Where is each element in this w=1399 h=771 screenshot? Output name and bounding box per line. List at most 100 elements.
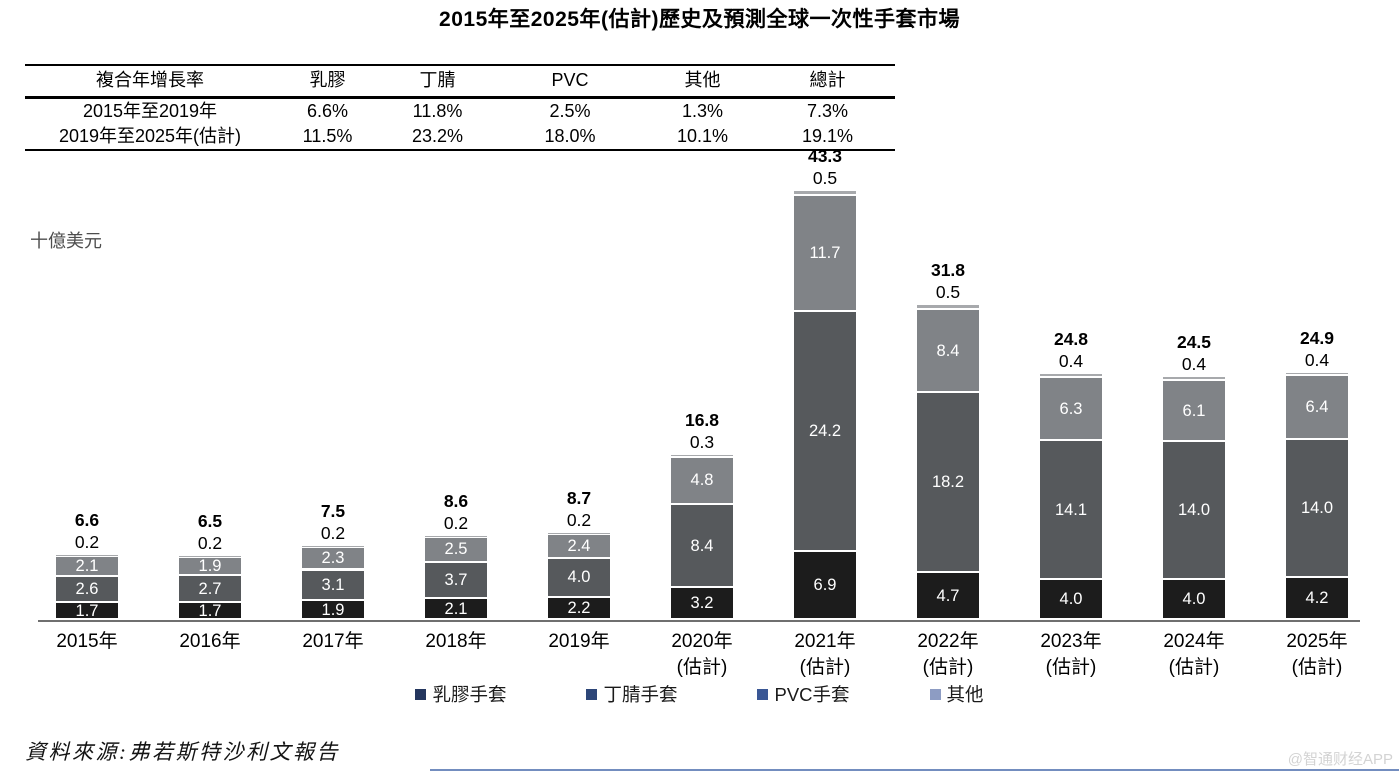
bar-segment-丁腈手套 xyxy=(302,570,364,600)
segment-value-label: 1.9 xyxy=(321,600,345,619)
bar-segment-PVC手套 xyxy=(425,537,487,561)
table-row: 2019年至2025年(估計) 11.5% 23.2% 18.0% 10.1% … xyxy=(25,124,895,149)
chart-legend: 乳膠手套 丁腈手套 PVC手套 其他 xyxy=(0,681,1399,707)
bar-segment-乳膠手套 xyxy=(1163,580,1225,618)
segment-value-label: 2.1 xyxy=(444,599,468,618)
segment-value-label: 8.4 xyxy=(690,536,714,555)
total-value-label: 31.8 xyxy=(930,260,966,281)
segment-value-label: 3.7 xyxy=(444,570,468,589)
bar-segment-丁腈手套 xyxy=(56,577,118,602)
segment-value-label: 6.1 xyxy=(1182,401,1206,420)
cagr-row2-latex: 11.5% xyxy=(302,126,353,146)
x-axis-line xyxy=(38,620,1360,622)
x-axis-category-label: 2016年 xyxy=(179,631,241,652)
bar-segment-其他 xyxy=(794,191,856,195)
segment-value-label: 6.4 xyxy=(1305,398,1329,417)
cagr-table: 複合年增長率 乳膠 丁腈 PVC 其他 總計 2015年至2019年 6.6% … xyxy=(25,64,895,151)
x-axis-category-label: 2023年 (估計) xyxy=(1040,631,1102,678)
bar-segment-丁腈手套 xyxy=(1163,441,1225,579)
legend-label: 其他 xyxy=(946,684,984,705)
x-axis-category-label: 2022年 (估計) xyxy=(917,631,979,678)
segment-value-label: 4.8 xyxy=(690,471,714,490)
bottom-divider xyxy=(430,769,1399,771)
total-value-label: 43.3 xyxy=(807,146,843,167)
bar-segment-丁腈手套 xyxy=(548,558,610,597)
cagr-table-header: 複合年增長率 乳膠 丁腈 PVC 其他 總計 xyxy=(25,66,895,99)
bar-segment-乳膠手套 xyxy=(671,588,733,618)
segment-value-label: 2.3 xyxy=(321,549,345,568)
bar-segment-PVC手套 xyxy=(671,457,733,504)
segment-value-label: 11.7 xyxy=(809,244,841,263)
bar-segment-PVC手套 xyxy=(56,556,118,576)
bar-segment-其他 xyxy=(1286,372,1348,375)
bar-segment-PVC手套 xyxy=(1040,378,1102,439)
cagr-row1-pvc: 2.5% xyxy=(549,101,591,121)
bar-segment-乳膠手套 xyxy=(548,598,610,618)
bar-segment-其他 xyxy=(548,532,610,534)
bar-segment-丁腈手套 xyxy=(425,562,487,598)
bar-segment-乳膠手套 xyxy=(56,603,118,618)
segment-value-label: 3.2 xyxy=(690,594,714,613)
segment-value-label: 2.4 xyxy=(567,536,591,555)
segment-value-label: 1.7 xyxy=(75,601,99,620)
bar-segment-PVC手套 xyxy=(302,547,364,569)
x-axis-category-label: 2015年 xyxy=(56,631,118,652)
cagr-header-metric: 複合年增長率 xyxy=(96,70,204,90)
cagr-header-nitrile: 丁腈 xyxy=(419,70,456,90)
others-value-label: 0.3 xyxy=(689,431,715,452)
x-axis-category-label: 2025年 (估計) xyxy=(1286,631,1348,678)
x-axis-category-label: 2017年 xyxy=(302,631,364,652)
cagr-row2-total: 19.1% xyxy=(801,126,854,146)
total-value-label: 24.5 xyxy=(1176,332,1212,353)
bar-segment-PVC手套 xyxy=(179,557,241,575)
bar-segment-乳膠手套 xyxy=(179,603,241,618)
legend-item: 乳膠手套 xyxy=(415,681,506,707)
bar-segment-丁腈手套 xyxy=(1040,440,1102,579)
cagr-header-latex: 乳膠 xyxy=(309,70,346,90)
bar-segment-乳膠手套 xyxy=(1286,578,1348,618)
cagr-row2-nitrile: 23.2% xyxy=(411,126,464,146)
segment-value-label: 2.1 xyxy=(75,557,99,576)
segment-value-label: 14.1 xyxy=(1054,500,1088,519)
segment-value-label: 4.0 xyxy=(567,568,591,587)
bar-segment-其他 xyxy=(302,545,364,547)
bar-segment-乳膠手套 xyxy=(1040,580,1102,618)
others-value-label: 0.5 xyxy=(812,168,838,189)
bar-segment-其他 xyxy=(425,535,487,537)
total-value-label: 24.9 xyxy=(1299,327,1335,348)
bar-segment-丁腈手套 xyxy=(179,576,241,602)
others-value-label: 0.4 xyxy=(1181,354,1207,375)
segment-value-label: 1.7 xyxy=(198,601,222,620)
cagr-row2-others: 10.1% xyxy=(676,126,729,146)
segment-value-label: 18.2 xyxy=(931,473,965,492)
total-value-label: 7.5 xyxy=(320,500,346,521)
total-value-label: 8.7 xyxy=(566,487,592,508)
total-value-label: 6.5 xyxy=(197,510,223,531)
legend-swatch-icon xyxy=(929,688,941,700)
segment-value-label: 6.3 xyxy=(1059,399,1083,418)
cagr-row1-nitrile: 11.8% xyxy=(412,101,463,121)
segment-value-label: 2.6 xyxy=(75,580,99,599)
segment-value-label: 1.9 xyxy=(198,557,222,576)
others-value-label: 0.4 xyxy=(1304,349,1330,370)
bar-segment-其他 xyxy=(671,454,733,456)
bar-segment-PVC手套 xyxy=(548,534,610,557)
legend-label: PVC手套 xyxy=(774,684,850,705)
segment-value-label: 14.0 xyxy=(1177,501,1211,520)
cagr-header-total: 總計 xyxy=(809,70,846,90)
others-value-label: 0.2 xyxy=(74,531,100,552)
bar-segment-乳膠手套 xyxy=(302,601,364,618)
legend-item: 其他 xyxy=(929,681,984,707)
cagr-row1-others: 1.3% xyxy=(681,101,724,121)
bar-segment-乳膠手套 xyxy=(917,573,979,618)
cagr-header-pvc: PVC xyxy=(551,70,589,90)
x-axis-category-label: 2020年 (估計) xyxy=(671,631,733,678)
legend-label: 丁腈手套 xyxy=(603,684,678,705)
bar-segment-其他 xyxy=(1163,377,1225,380)
legend-item: 丁腈手套 xyxy=(586,681,677,707)
segment-value-label: 6.9 xyxy=(813,575,837,594)
total-value-label: 16.8 xyxy=(684,409,720,430)
bar-segment-其他 xyxy=(917,305,979,309)
segment-value-label: 2.5 xyxy=(444,540,468,559)
